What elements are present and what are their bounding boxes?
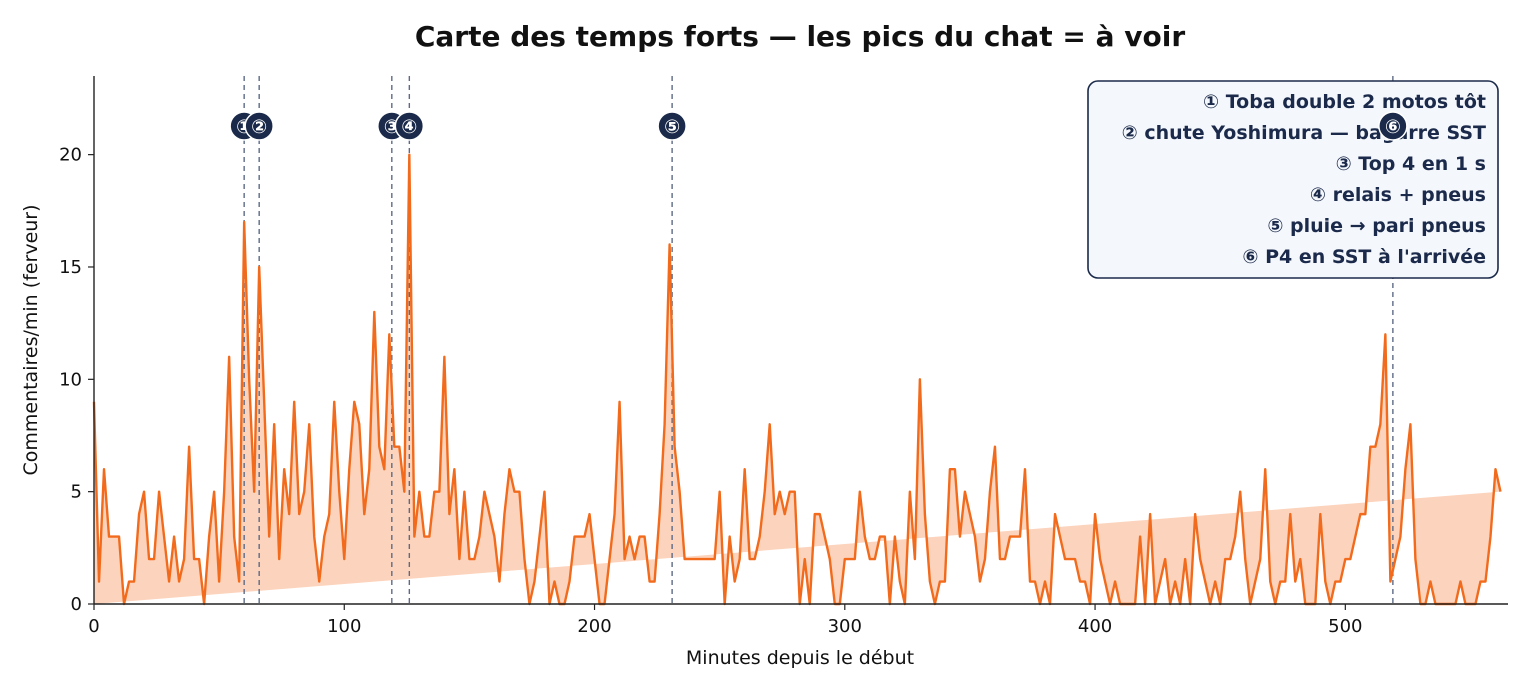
x-tick-label: 300 (828, 616, 862, 637)
plot-area: 0 100 200 300 400 500 0 5 10 15 20 (59, 76, 1508, 637)
peak-markers: ①② ③ ④ ⑤ ⑥ (229, 111, 1408, 141)
legend-entry: ④ relais + pneus (1310, 184, 1486, 206)
y-tick-label: 15 (59, 257, 82, 278)
x-tick-label: 200 (577, 616, 611, 637)
x-tick-label: 0 (88, 616, 99, 637)
chart-title: Carte des temps forts — les pics du chat… (415, 20, 1185, 53)
x-tick-label: 500 (1328, 616, 1362, 637)
y-tick-label: 20 (59, 145, 82, 166)
y-tick-label: 0 (71, 594, 82, 615)
peak-marker-label: ⑥ (1385, 116, 1401, 138)
legend-entry: ③ Top 4 en 1 s (1336, 153, 1486, 175)
peak-marker-label: ② (251, 116, 267, 138)
peak-marker-label: ④ (401, 116, 417, 138)
y-axis-label: Commentaires/min (ferveur) (20, 204, 42, 475)
legend-entry: ② chute Yoshimura — bagarre SST (1122, 122, 1486, 144)
peak-marker-badge (244, 111, 274, 141)
series-area-fill (94, 154, 1501, 604)
peak-marker-badge (394, 111, 425, 141)
peak-marker-badge (657, 111, 687, 141)
legend-entry: ⑥ P4 en SST à l'arrivée (1242, 246, 1486, 268)
y-tick-label: 10 (59, 369, 82, 390)
x-tick-label: 400 (1078, 616, 1112, 637)
annotation-legend: ① Toba double 2 motos tôt ② chute Yoshim… (1087, 80, 1499, 279)
x-tick-label: 100 (327, 616, 361, 637)
peak-marker-label: ⑤ (664, 116, 680, 138)
series-line (92, 153, 1502, 606)
peak-marker-badge (1378, 111, 1408, 141)
x-axis-label: Minutes depuis le début (686, 647, 914, 669)
legend-entry: ① Toba double 2 motos tôt (1203, 91, 1486, 113)
legend-entry: ⑤ pluie → pari pneus (1267, 215, 1486, 237)
y-tick-label: 5 (71, 482, 82, 503)
